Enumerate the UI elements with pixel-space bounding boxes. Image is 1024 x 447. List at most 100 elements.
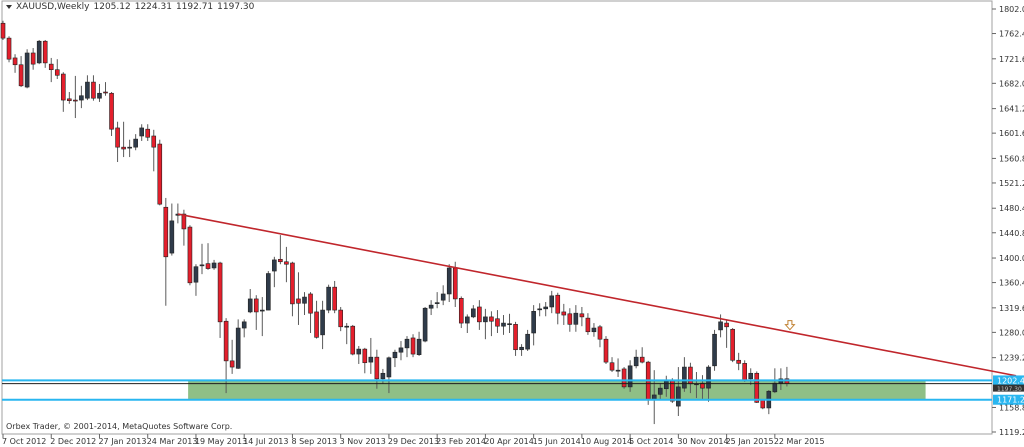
x-tick-label: 24 Mar 2013: [147, 437, 198, 446]
candle: [235, 319, 241, 369]
y-tick-label: 1721.60: [999, 55, 1024, 64]
candle-body: [169, 220, 175, 254]
candle-body: [284, 261, 289, 265]
candle: [308, 292, 313, 333]
candle: [483, 308, 488, 340]
candle: [615, 358, 621, 377]
candle: [199, 243, 205, 275]
support-zone[interactable]: [188, 380, 926, 400]
bid-price-label: 1197.30: [997, 386, 1022, 393]
candle-body: [42, 40, 48, 64]
level-price-box: [993, 394, 1024, 405]
down-arrow-icon[interactable]: [784, 320, 796, 331]
high-value: 1224.31: [134, 2, 172, 12]
candle: [742, 360, 747, 382]
candle: [54, 59, 60, 80]
candle: [332, 280, 337, 314]
candle: [543, 302, 549, 317]
candle: [440, 285, 446, 306]
candle-body: [531, 311, 536, 334]
candle-body: [320, 309, 325, 336]
candle: [676, 367, 681, 417]
candle-body: [567, 313, 573, 325]
candle: [350, 324, 356, 356]
candle: [368, 337, 374, 374]
candle: [344, 323, 350, 345]
candle-body: [368, 356, 374, 363]
candle-body: [465, 316, 470, 324]
y-tick-label: 1319.60: [999, 304, 1024, 313]
candle: [241, 319, 247, 338]
dropdown-triangle-icon[interactable]: [6, 4, 12, 9]
candle-body: [85, 81, 90, 99]
candle-body: [133, 138, 138, 148]
candle-body: [386, 357, 392, 378]
candle: [217, 261, 223, 338]
candle-body: [187, 226, 193, 284]
candle: [145, 124, 151, 141]
chart-header: XAUUSD,Weekly 1205.12 1224.31 1192.71 1197.3…: [6, 2, 258, 12]
candle-body: [60, 73, 66, 101]
candle: [428, 300, 434, 316]
candle: [591, 323, 597, 337]
x-tick-label: 5 Oct 2014: [629, 437, 673, 446]
x-tick-label: 20 Apr 2014: [484, 437, 533, 446]
candle: [645, 360, 651, 405]
y-tick-label: 1280.00: [999, 328, 1024, 337]
candle: [416, 331, 422, 356]
candle: [229, 339, 235, 374]
candle-body: [682, 366, 687, 389]
candle: [12, 54, 18, 73]
candle: [193, 264, 199, 296]
candle-body: [651, 394, 657, 400]
y-tick-label: 1480.40: [999, 204, 1024, 213]
candle: [278, 235, 283, 265]
candle-body: [127, 146, 132, 149]
candle: [513, 321, 518, 356]
candle: [561, 303, 567, 325]
candle: [290, 261, 295, 317]
candle: [205, 243, 211, 270]
candle-body: [223, 320, 229, 362]
candle-body: [278, 258, 283, 263]
candle-body: [621, 368, 627, 388]
candle-body: [67, 98, 72, 101]
candle: [507, 313, 512, 333]
candle-body: [290, 262, 295, 305]
candle: [597, 324, 603, 348]
candle-body: [471, 308, 476, 318]
candle: [585, 313, 591, 335]
candle-body: [151, 135, 157, 148]
candle-body: [513, 324, 518, 351]
candle: [724, 319, 729, 348]
candle: [766, 389, 772, 415]
candle: [458, 296, 464, 329]
candle: [103, 82, 108, 96]
candle: [169, 203, 175, 256]
candle: [314, 300, 319, 339]
candle: [410, 334, 416, 358]
candle: [639, 347, 645, 364]
candle-body: [314, 311, 319, 338]
candle: [163, 197, 169, 306]
candle-body: [760, 399, 766, 409]
candle-body: [73, 99, 78, 102]
trendline[interactable]: [177, 213, 1017, 377]
candle-body: [211, 262, 217, 269]
candle: [42, 39, 48, 68]
candle-body: [772, 382, 778, 393]
level-price-box: [993, 375, 1024, 386]
candle: [133, 134, 138, 151]
candle-body: [326, 286, 331, 311]
candle: [748, 368, 754, 386]
x-tick-label: 8 Sep 2013: [291, 437, 337, 446]
candle-body: [591, 327, 597, 333]
candle-body: [663, 381, 669, 390]
candle-body: [308, 293, 313, 314]
candle-body: [495, 318, 500, 327]
candle: [651, 370, 657, 425]
y-tick-label: 1440.80: [999, 229, 1024, 238]
candle-body: [440, 293, 446, 301]
candle: [489, 311, 494, 337]
